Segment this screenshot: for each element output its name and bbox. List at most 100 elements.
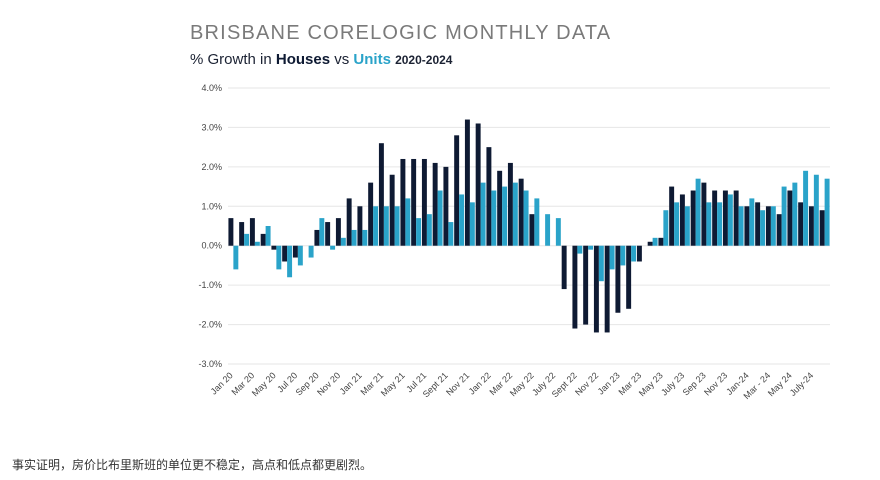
bar (448, 222, 454, 246)
y-tick-label: 4.0% (201, 83, 222, 93)
bar (421, 158, 427, 246)
bar (598, 245, 604, 282)
bar (808, 206, 814, 246)
bar (297, 245, 303, 266)
bar (620, 245, 626, 266)
bar (443, 166, 449, 246)
bar (287, 245, 293, 278)
bar (464, 119, 470, 246)
bar (254, 241, 260, 246)
bar (497, 170, 503, 246)
bar (712, 190, 718, 246)
bar (749, 198, 755, 246)
bar (555, 218, 561, 246)
bar (308, 245, 314, 258)
bar (335, 218, 341, 246)
bar (684, 206, 690, 246)
x-tick-label: Nov 21 (444, 370, 471, 397)
bar (518, 178, 524, 246)
x-tick-label: May 21 (379, 370, 407, 398)
bar (271, 245, 277, 250)
bar (373, 206, 379, 246)
y-tick-label: 1.0% (201, 201, 222, 211)
bar (469, 202, 475, 246)
bar (813, 174, 819, 246)
bar (803, 170, 809, 246)
bar (765, 206, 771, 246)
bar (727, 194, 733, 246)
bar (314, 229, 320, 246)
bar (776, 214, 782, 246)
x-tick-label: Nov 22 (573, 370, 600, 397)
bar (389, 174, 395, 246)
bar (604, 245, 610, 333)
x-tick-label: Nov 20 (315, 370, 342, 397)
bar (523, 190, 529, 246)
bar (593, 245, 599, 333)
bar (260, 233, 266, 246)
bar (486, 147, 492, 246)
bar (652, 237, 658, 246)
bar (416, 218, 422, 246)
bar (722, 190, 728, 246)
x-tick-label: July-24 (788, 370, 816, 398)
bar (572, 245, 578, 329)
bar (744, 206, 750, 246)
bar (588, 245, 594, 250)
subtitle-text: % Growth in (190, 51, 272, 68)
bar (383, 206, 389, 246)
bar (792, 182, 798, 246)
chart-title: BRISBANE CORELOGIC MONTHLY DATA (190, 22, 611, 44)
x-tick-label: May 22 (508, 370, 536, 398)
x-tick-label: Nov 23 (702, 370, 729, 397)
bar (378, 143, 384, 246)
bar (545, 214, 551, 246)
bar (679, 194, 685, 246)
bar (824, 178, 830, 246)
bar (357, 206, 363, 246)
bar (674, 202, 680, 246)
chart: BRISBANE CORELOGIC MONTHLY DATA % Growth… (190, 22, 830, 401)
bar (233, 245, 239, 270)
legend-units: Units (353, 51, 391, 68)
y-tick-label: 2.0% (201, 162, 222, 172)
bar (663, 210, 669, 246)
y-tick-label: -3.0% (198, 359, 222, 369)
bar (368, 182, 374, 246)
caption: 事实证明，房价比布里斯班的单位更不稳定，高点和低点都更剧烈。 (12, 458, 373, 472)
bar (282, 245, 288, 262)
bar (690, 190, 696, 246)
bar (636, 245, 642, 262)
bar (292, 245, 298, 258)
bar (405, 198, 411, 246)
x-tick-label: May 20 (250, 370, 278, 398)
bar (760, 210, 766, 246)
bar (512, 182, 518, 246)
bar (265, 226, 271, 246)
bar (577, 245, 583, 254)
chart-subtitle: % Growth in Houses vs Units 2020-2024 (190, 51, 453, 68)
bar (249, 218, 255, 246)
bar (475, 123, 481, 246)
bar (411, 158, 417, 246)
bar (507, 162, 513, 246)
bar (626, 245, 632, 309)
bar (701, 182, 707, 246)
bar (770, 206, 776, 246)
bar (362, 229, 368, 246)
bar (669, 186, 675, 246)
bar (717, 202, 723, 246)
y-tick-label: -2.0% (198, 320, 222, 330)
bar (529, 214, 535, 246)
bar (459, 194, 465, 246)
y-tick-label: 3.0% (201, 122, 222, 132)
bar (325, 222, 331, 246)
bar (394, 206, 400, 246)
bar (432, 162, 438, 246)
bar (733, 190, 739, 246)
bar (346, 198, 352, 246)
bar (706, 202, 712, 246)
bar (400, 158, 406, 246)
bar (426, 214, 432, 246)
bar (276, 245, 282, 270)
